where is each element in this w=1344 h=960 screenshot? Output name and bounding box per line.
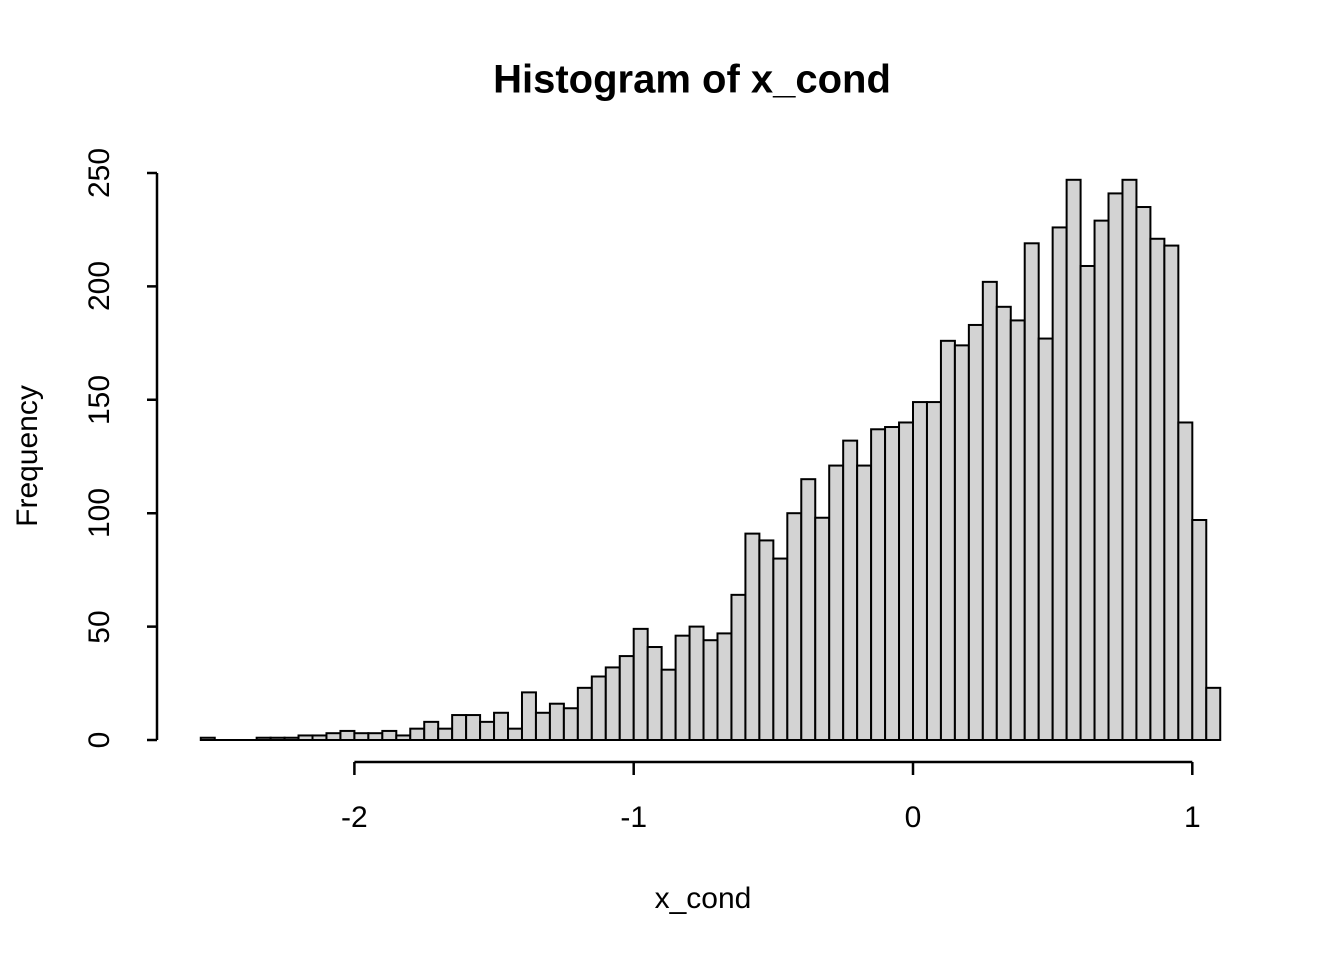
histogram-bar — [744, 532, 761, 741]
histogram-bar — [1149, 237, 1166, 742]
histogram-bar — [660, 668, 677, 741]
histogram-bar — [828, 464, 845, 741]
histogram-bar — [1037, 337, 1054, 741]
histogram-bar — [325, 732, 342, 742]
histogram-bar — [1093, 219, 1110, 741]
histogram-bar — [925, 401, 942, 741]
histogram-bar — [702, 639, 719, 742]
x-tick-label: 1 — [1183, 801, 1201, 834]
histogram-bar — [1121, 178, 1138, 742]
y-tick-label: 150 — [83, 374, 116, 425]
histogram-bar — [1205, 686, 1222, 742]
histogram-bar — [786, 512, 803, 742]
y-tick-label: 0 — [83, 731, 116, 749]
x-axis-title: x_cond — [654, 882, 752, 915]
y-tick-label: 50 — [83, 609, 116, 644]
histogram-bar — [646, 646, 663, 742]
histogram-bar — [688, 625, 705, 741]
y-tick-label: 200 — [83, 261, 116, 312]
histogram-bar — [618, 655, 635, 742]
histogram-bars — [199, 178, 1222, 742]
histogram-bar — [381, 729, 398, 741]
x-tick-label: -1 — [620, 801, 648, 834]
histogram-bar — [1065, 178, 1082, 742]
histogram-bar — [1191, 519, 1208, 741]
histogram-bar — [339, 729, 356, 741]
histogram-bar — [800, 478, 817, 741]
histogram-bar — [493, 711, 510, 742]
histogram-bar — [409, 727, 426, 741]
histogram-bar — [842, 439, 859, 741]
histogram-bar — [730, 593, 747, 741]
y-axis-title: Frequency — [11, 385, 44, 527]
x-axis — [353, 760, 1194, 775]
histogram-bar — [534, 711, 551, 742]
histogram-bar — [1135, 206, 1152, 741]
histogram-bar — [520, 691, 537, 741]
histogram-bar — [479, 720, 496, 741]
histogram-bar — [465, 714, 482, 741]
histogram-bar — [451, 714, 468, 741]
histogram-bar — [758, 539, 775, 741]
y-axis — [147, 171, 159, 742]
histogram-bar — [884, 426, 901, 741]
histogram-bar — [967, 323, 984, 741]
histogram-bar — [814, 516, 831, 741]
histogram-bar — [548, 702, 565, 742]
histogram-bar — [1079, 264, 1096, 741]
histogram-bar — [1009, 319, 1026, 741]
histogram-bar — [604, 666, 621, 741]
histogram-bar — [367, 732, 384, 742]
histogram-bar — [1051, 226, 1068, 741]
histogram-bar — [912, 401, 928, 741]
y-tick-label: 250 — [83, 147, 116, 199]
histogram-bar — [856, 464, 873, 741]
histogram-bar — [898, 421, 915, 741]
histogram-bar — [1023, 242, 1040, 741]
histogram-bar — [981, 280, 998, 741]
x-tick-label: -2 — [341, 801, 368, 834]
histogram-bar — [995, 305, 1012, 741]
histogram-bar — [562, 707, 579, 741]
histogram-bar — [423, 720, 440, 741]
histogram-bar — [437, 727, 454, 741]
histogram-bar — [1177, 421, 1194, 741]
histogram-bar — [939, 339, 956, 741]
histogram-bar — [953, 344, 970, 741]
histogram-bar — [576, 686, 593, 742]
histogram-bar — [507, 727, 523, 741]
histogram-bar — [353, 732, 370, 742]
histogram-bar — [870, 428, 887, 741]
x-tick-label: 0 — [904, 801, 922, 834]
histogram-bar — [772, 557, 789, 741]
histogram-bar — [1107, 192, 1124, 742]
y-tick-label: 100 — [83, 488, 116, 539]
histogram-bar — [674, 634, 691, 741]
chart-title: Histogram of x_cond — [493, 57, 891, 102]
histogram-bar — [590, 675, 607, 741]
histogram-bar — [716, 632, 733, 742]
histogram-bar — [632, 627, 649, 741]
histogram-bar — [1163, 244, 1180, 742]
